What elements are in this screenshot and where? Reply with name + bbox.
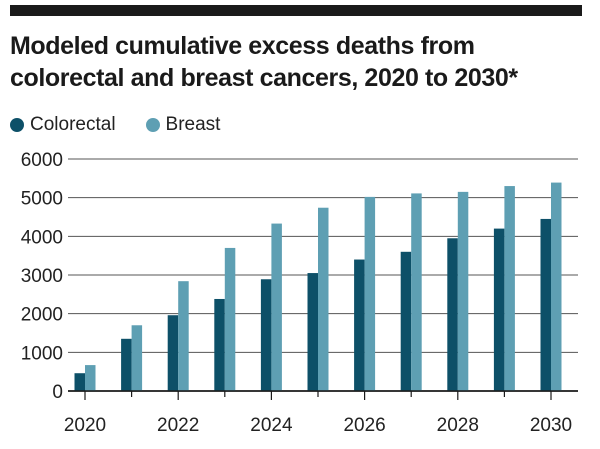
y-tick-label: 2000 (21, 305, 63, 326)
bar-colorectal-2021 (121, 338, 132, 391)
bar-breast-2023 (224, 247, 236, 391)
bar-breast-2029 (504, 186, 515, 391)
bar-colorectal-2028 (447, 238, 458, 391)
x-tick-label: 2028 (437, 415, 479, 436)
bar-colorectal-2025 (307, 273, 318, 391)
bar-breast-2028 (457, 191, 469, 391)
y-tick-label: 4000 (21, 227, 63, 248)
y-tick-label: 3000 (21, 266, 63, 287)
y-tick-label: 1000 (21, 343, 63, 364)
legend-swatch-breast (145, 118, 160, 132)
bar-breast-2022 (178, 281, 189, 391)
legend-swatch-colorectal (10, 118, 24, 132)
bar-colorectal-2022 (167, 315, 179, 391)
x-tick-label: 2022 (157, 415, 199, 436)
bar-colorectal-2023 (214, 298, 225, 391)
legend-label-colorectal: Colorectal (30, 114, 116, 135)
bar-breast-2021 (131, 325, 143, 391)
bar-breast-2030 (551, 182, 562, 391)
legend: Colorectal Breast (10, 114, 250, 136)
bar-colorectal-2030 (540, 218, 551, 391)
x-tick-label: 2030 (530, 415, 572, 436)
bar-colorectal-2020 (74, 373, 85, 391)
bar-colorectal-2024 (260, 279, 272, 391)
top-rule (10, 5, 582, 16)
y-tick-label: 5000 (21, 189, 63, 210)
bar-colorectal-2026 (354, 259, 365, 391)
legend-label-breast: Breast (165, 114, 221, 135)
legend-item-colorectal: Colorectal (10, 114, 116, 136)
y-tick-label: 6000 (21, 150, 63, 171)
x-tick-label: 2020 (64, 415, 106, 436)
bar-breast-2020 (85, 365, 96, 391)
x-tick-label: 2024 (250, 415, 293, 436)
bar-breast-2024 (271, 223, 282, 391)
bar-breast-2027 (411, 193, 422, 391)
bar-breast-2025 (318, 207, 329, 391)
bar-colorectal-2027 (400, 251, 412, 391)
chart-title: Modeled cumulative excess deaths from co… (10, 32, 518, 92)
bar-breast-2026 (364, 196, 376, 391)
legend-item-breast: Breast (145, 114, 221, 136)
x-tick-label: 2026 (343, 415, 385, 436)
y-tick-label: 0 (52, 382, 63, 403)
bar-colorectal-2029 (493, 228, 505, 391)
